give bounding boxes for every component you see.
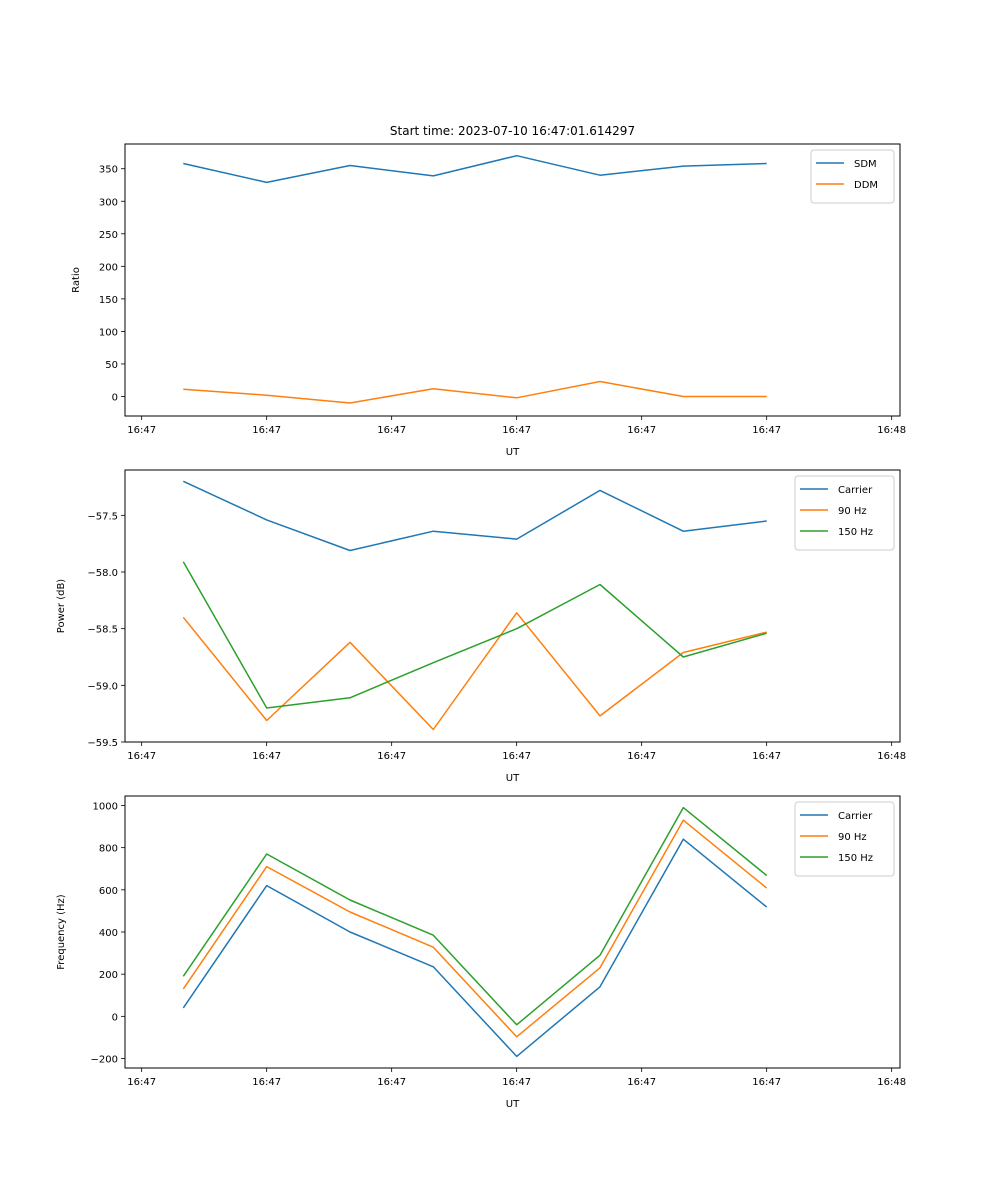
axes-frame [124,143,901,417]
series-line-carrier [182,480,767,552]
legend-label: 150 Hz [838,527,873,538]
x-tick-label: 16:47 [252,425,281,436]
y-tick-label: 800 [99,844,118,855]
y-tick-label: 150 [99,295,118,306]
y-tick-label: 100 [99,327,118,338]
series-line-90-hz [182,612,767,731]
x-tick-label: 16:47 [502,751,531,762]
y-tick-label: 0 [112,1012,118,1023]
x-tick-label: 16:47 [252,1077,281,1088]
x-tick-label: 16:47 [752,425,781,436]
x-tick-label: 16:48 [877,751,906,762]
x-tick-label: 16:47 [752,751,781,762]
y-tick-label: −59.5 [87,738,118,749]
x-axis-label: UT [506,773,520,784]
y-tick-label: −200 [91,1055,118,1066]
series-line-150-hz [182,806,768,1026]
x-tick-label: 16:47 [127,1077,156,1088]
legend-label: 150 Hz [838,853,873,864]
y-tick-label: 200 [99,262,118,273]
y-tick-label: 50 [105,360,118,371]
legend: Carrier 90 Hz 150 Hz [794,475,895,551]
y-axis-label: Ratio [71,267,82,293]
legend: Carrier 90 Hz 150 Hz [794,801,895,877]
chart-1: 16:47 16:47 16:47 16:47 16:47 16:47 16:48 0 50 10… [71,143,906,458]
series-line-ddm [183,380,767,404]
y-tick-label: 1000 [93,801,118,812]
x-tick-label: 16:47 [377,751,406,762]
x-axis-label: UT [506,447,520,458]
x-tick-label: 16:47 [627,1077,656,1088]
y-tick-label: 300 [99,197,118,208]
y-tick-label: 250 [99,230,118,241]
y-tick-label: 200 [99,970,118,981]
x-tick-label: 16:47 [252,751,281,762]
charts: 16:47 16:47 16:47 16:47 16:47 16:47 16:48 0 50 10… [56,143,906,1110]
y-tick-label: 0 [112,392,118,403]
y-axis-label: Power (dB) [56,579,67,634]
series-line-sdm [183,154,767,184]
y-axis-label: Frequency (Hz) [56,894,67,970]
x-tick-label: 16:48 [877,425,906,436]
x-tick-label: 16:47 [127,425,156,436]
x-tick-label: 16:47 [752,1077,781,1088]
y-tick-label: −58.0 [87,568,118,579]
legend: SDM DDM [810,149,895,204]
y-tick-label: 350 [99,165,118,176]
legend-box [810,149,895,204]
x-tick-label: 16:47 [627,751,656,762]
x-tick-label: 16:47 [127,751,156,762]
legend-label: Carrier [838,485,873,496]
legend-label: DDM [854,180,878,191]
x-tick-label: 16:47 [627,425,656,436]
x-axis-label: UT [506,1099,520,1110]
x-tick-label: 16:48 [877,1077,906,1088]
y-tick-label: 600 [99,886,118,897]
y-tick-label: −58.5 [87,625,118,636]
chart-title: Start time: 2023-07-10 16:47:01.614297 [390,124,635,138]
y-tick-label: −59.0 [87,681,118,692]
x-tick-label: 16:47 [377,425,406,436]
x-tick-label: 16:47 [502,1077,531,1088]
legend-label: Carrier [838,811,873,822]
legend-label: 90 Hz [838,506,867,517]
chart-2: 16:47 16:47 16:47 16:47 16:47 16:47 16:48 −59.5… [56,469,906,784]
x-tick-label: 16:47 [502,425,531,436]
chart-3: 16:47 16:47 16:47 16:47 16:47 16:47 16:48 −200 0… [56,795,906,1110]
x-tick-label: 16:47 [377,1077,406,1088]
legend-label: SDM [854,159,877,170]
legend-label: 90 Hz [838,832,867,843]
series-line-90-hz [182,819,768,1038]
series-line-carrier [182,838,768,1058]
y-tick-label: −57.5 [87,511,118,522]
series-line-150-hz [182,561,767,709]
y-tick-label: 400 [99,928,118,939]
axes-frame [124,469,901,743]
